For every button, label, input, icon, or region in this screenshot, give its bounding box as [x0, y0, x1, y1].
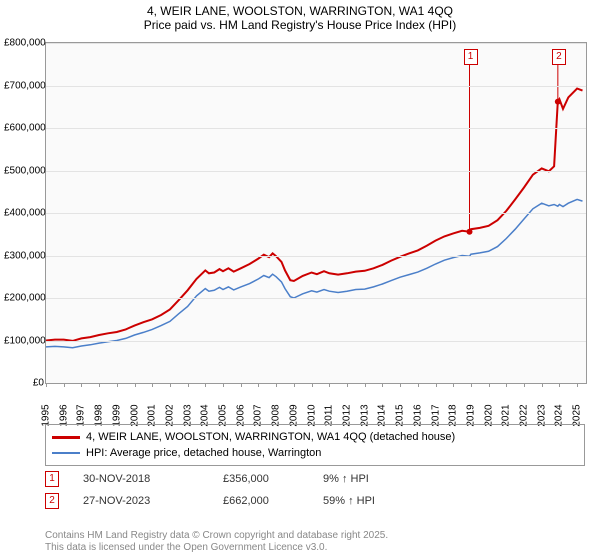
x-tick-mark [294, 383, 295, 387]
legend-swatch [52, 452, 80, 454]
chart-legend: 4, WEIR LANE, WOOLSTON, WARRINGTON, WA1 … [45, 424, 585, 466]
x-tick-mark [152, 383, 153, 387]
x-tick-mark [382, 383, 383, 387]
sales-pct: 59% ↑ HPI [323, 495, 585, 507]
y-tick-label: £600,000 [4, 123, 44, 134]
x-tick-mark [506, 383, 507, 387]
marker-dot [555, 99, 561, 105]
sales-pct: 9% ↑ HPI [323, 473, 585, 485]
x-tick-mark [365, 383, 366, 387]
x-tick-mark [400, 383, 401, 387]
x-tick-mark [241, 383, 242, 387]
marker-dot [467, 229, 473, 235]
x-tick-mark [312, 383, 313, 387]
x-tick-mark [329, 383, 330, 387]
gridline-h [46, 86, 586, 87]
sales-marker: 2 [45, 493, 59, 509]
sales-row: 2 27-NOV-2023£662,00059% ↑ HPI [45, 490, 585, 512]
x-tick-mark [542, 383, 543, 387]
sales-price: £356,000 [223, 473, 323, 485]
legend-label: HPI: Average price, detached house, Warr… [86, 447, 321, 459]
sales-row: 1 30-NOV-2018£356,0009% ↑ HPI [45, 468, 585, 490]
x-tick-mark [453, 383, 454, 387]
gridline-h [46, 213, 586, 214]
x-tick-mark [135, 383, 136, 387]
y-tick-label: £800,000 [4, 38, 44, 49]
footer-line1: Contains HM Land Registry data © Crown c… [45, 530, 388, 542]
sales-table: 1 30-NOV-2018£356,0009% ↑ HPI 2 27-NOV-2023… [45, 468, 585, 512]
chart-plot-area: £0£100,000£200,000£300,000£400,000£500,0… [45, 42, 587, 384]
title-line2: Price paid vs. HM Land Registry's House … [0, 18, 600, 32]
x-tick-mark [205, 383, 206, 387]
x-tick-mark [64, 383, 65, 387]
y-tick-label: £200,000 [4, 293, 44, 304]
x-tick-mark [99, 383, 100, 387]
legend-swatch [52, 436, 80, 439]
x-tick-mark [418, 383, 419, 387]
footer-line2: This data is licensed under the Open Gov… [45, 542, 388, 554]
series-line [46, 89, 583, 341]
x-tick-mark [81, 383, 82, 387]
gridline-h [46, 43, 586, 44]
y-tick-label: £300,000 [4, 250, 44, 261]
legend-row: HPI: Average price, detached house, Warr… [52, 445, 578, 461]
x-tick-mark [117, 383, 118, 387]
marker-label: 1 [464, 49, 478, 65]
footer-attribution: Contains HM Land Registry data © Crown c… [45, 530, 388, 554]
y-tick-label: £0 [4, 378, 44, 389]
y-tick-label: £700,000 [4, 80, 44, 91]
x-tick-mark [223, 383, 224, 387]
y-tick-label: £400,000 [4, 208, 44, 219]
gridline-h [46, 341, 586, 342]
x-tick-mark [489, 383, 490, 387]
chart-title-block: 4, WEIR LANE, WOOLSTON, WARRINGTON, WA1 … [0, 0, 600, 32]
gridline-h [46, 171, 586, 172]
x-tick-mark [577, 383, 578, 387]
y-tick-label: £100,000 [4, 335, 44, 346]
gridline-h [46, 256, 586, 257]
sales-date: 27-NOV-2023 [83, 495, 223, 507]
x-tick-mark [258, 383, 259, 387]
sales-date: 30-NOV-2018 [83, 473, 223, 485]
sales-marker: 1 [45, 471, 59, 487]
x-tick-mark [276, 383, 277, 387]
x-tick-mark [559, 383, 560, 387]
sales-price: £662,000 [223, 495, 323, 507]
gridline-h [46, 128, 586, 129]
marker-label: 2 [552, 49, 566, 65]
x-tick-mark [347, 383, 348, 387]
x-tick-mark [524, 383, 525, 387]
gridline-h [46, 298, 586, 299]
y-tick-label: £500,000 [4, 165, 44, 176]
legend-label: 4, WEIR LANE, WOOLSTON, WARRINGTON, WA1 … [86, 431, 455, 443]
x-tick-mark [188, 383, 189, 387]
title-line1: 4, WEIR LANE, WOOLSTON, WARRINGTON, WA1 … [0, 4, 600, 18]
x-tick-mark [471, 383, 472, 387]
x-tick-mark [170, 383, 171, 387]
x-tick-mark [46, 383, 47, 387]
legend-row: 4, WEIR LANE, WOOLSTON, WARRINGTON, WA1 … [52, 429, 578, 445]
x-tick-mark [436, 383, 437, 387]
